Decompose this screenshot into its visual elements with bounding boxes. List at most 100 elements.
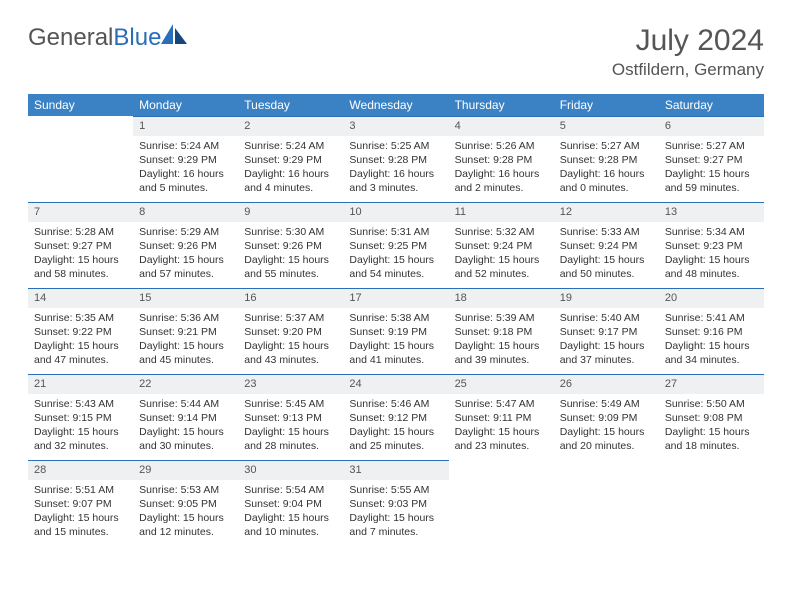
calendar-cell: 16Sunrise: 5:37 AMSunset: 9:20 PMDayligh…: [238, 288, 343, 374]
calendar-cell: 26Sunrise: 5:49 AMSunset: 9:09 PMDayligh…: [554, 374, 659, 460]
sunset-line: Sunset: 9:28 PM: [349, 153, 442, 167]
sunrise-line: Sunrise: 5:50 AM: [665, 397, 758, 411]
daylight-line: Daylight: 15 hours and 30 minutes.: [139, 425, 232, 453]
sunset-line: Sunset: 9:09 PM: [560, 411, 653, 425]
sunset-line: Sunset: 9:29 PM: [139, 153, 232, 167]
calendar-cell: 25Sunrise: 5:47 AMSunset: 9:11 PMDayligh…: [449, 374, 554, 460]
day-body: Sunrise: 5:27 AMSunset: 9:28 PMDaylight:…: [554, 136, 659, 202]
calendar-week: 28Sunrise: 5:51 AMSunset: 9:07 PMDayligh…: [28, 460, 764, 546]
day-number: 21: [28, 374, 133, 394]
day-body: Sunrise: 5:51 AMSunset: 9:07 PMDaylight:…: [28, 480, 133, 546]
sunset-line: Sunset: 9:29 PM: [244, 153, 337, 167]
daylight-line: Daylight: 15 hours and 57 minutes.: [139, 253, 232, 281]
day-number: 15: [133, 288, 238, 308]
day-number: 27: [659, 374, 764, 394]
day-header: Friday: [554, 94, 659, 116]
sunrise-line: Sunrise: 5:33 AM: [560, 225, 653, 239]
daylight-line: Daylight: 15 hours and 39 minutes.: [455, 339, 548, 367]
sunset-line: Sunset: 9:18 PM: [455, 325, 548, 339]
day-number: 31: [343, 460, 448, 480]
day-body: Sunrise: 5:41 AMSunset: 9:16 PMDaylight:…: [659, 308, 764, 374]
sunset-line: Sunset: 9:24 PM: [560, 239, 653, 253]
sunrise-line: Sunrise: 5:45 AM: [244, 397, 337, 411]
daylight-line: Daylight: 15 hours and 58 minutes.: [34, 253, 127, 281]
sunrise-line: Sunrise: 5:30 AM: [244, 225, 337, 239]
day-body: Sunrise: 5:50 AMSunset: 9:08 PMDaylight:…: [659, 394, 764, 460]
day-number: 28: [28, 460, 133, 480]
sunrise-line: Sunrise: 5:34 AM: [665, 225, 758, 239]
calendar-cell: 31Sunrise: 5:55 AMSunset: 9:03 PMDayligh…: [343, 460, 448, 546]
day-number: 18: [449, 288, 554, 308]
sunrise-line: Sunrise: 5:24 AM: [244, 139, 337, 153]
calendar-cell: 2Sunrise: 5:24 AMSunset: 9:29 PMDaylight…: [238, 116, 343, 202]
sunset-line: Sunset: 9:14 PM: [139, 411, 232, 425]
day-body: Sunrise: 5:32 AMSunset: 9:24 PMDaylight:…: [449, 222, 554, 288]
day-number: 30: [238, 460, 343, 480]
daylight-line: Daylight: 15 hours and 34 minutes.: [665, 339, 758, 367]
sunrise-line: Sunrise: 5:49 AM: [560, 397, 653, 411]
calendar-cell: 5Sunrise: 5:27 AMSunset: 9:28 PMDaylight…: [554, 116, 659, 202]
day-number: 22: [133, 374, 238, 394]
calendar-cell: 7Sunrise: 5:28 AMSunset: 9:27 PMDaylight…: [28, 202, 133, 288]
daylight-line: Daylight: 15 hours and 18 minutes.: [665, 425, 758, 453]
sunrise-line: Sunrise: 5:47 AM: [455, 397, 548, 411]
calendar-cell: 23Sunrise: 5:45 AMSunset: 9:13 PMDayligh…: [238, 374, 343, 460]
daylight-line: Daylight: 15 hours and 32 minutes.: [34, 425, 127, 453]
calendar-week: 7Sunrise: 5:28 AMSunset: 9:27 PMDaylight…: [28, 202, 764, 288]
daylight-line: Daylight: 16 hours and 4 minutes.: [244, 167, 337, 195]
sunrise-line: Sunrise: 5:26 AM: [455, 139, 548, 153]
day-body: Sunrise: 5:39 AMSunset: 9:18 PMDaylight:…: [449, 308, 554, 374]
sunset-line: Sunset: 9:12 PM: [349, 411, 442, 425]
day-body: Sunrise: 5:28 AMSunset: 9:27 PMDaylight:…: [28, 222, 133, 288]
sunset-line: Sunset: 9:20 PM: [244, 325, 337, 339]
day-body: Sunrise: 5:46 AMSunset: 9:12 PMDaylight:…: [343, 394, 448, 460]
daylight-line: Daylight: 15 hours and 20 minutes.: [560, 425, 653, 453]
location: Ostfildern, Germany: [612, 60, 764, 80]
sunset-line: Sunset: 9:28 PM: [455, 153, 548, 167]
day-number: 9: [238, 202, 343, 222]
daylight-line: Daylight: 15 hours and 37 minutes.: [560, 339, 653, 367]
sunrise-line: Sunrise: 5:41 AM: [665, 311, 758, 325]
sunrise-line: Sunrise: 5:53 AM: [139, 483, 232, 497]
sunrise-line: Sunrise: 5:27 AM: [560, 139, 653, 153]
sunrise-line: Sunrise: 5:24 AM: [139, 139, 232, 153]
daylight-line: Daylight: 16 hours and 0 minutes.: [560, 167, 653, 195]
calendar-cell: 24Sunrise: 5:46 AMSunset: 9:12 PMDayligh…: [343, 374, 448, 460]
daylight-line: Daylight: 16 hours and 5 minutes.: [139, 167, 232, 195]
calendar-cell: [28, 116, 133, 202]
calendar-cell: 30Sunrise: 5:54 AMSunset: 9:04 PMDayligh…: [238, 460, 343, 546]
brand-blue: Blue: [113, 24, 161, 51]
daylight-line: Daylight: 16 hours and 2 minutes.: [455, 167, 548, 195]
calendar-cell: [554, 460, 659, 546]
sunset-line: Sunset: 9:25 PM: [349, 239, 442, 253]
sunset-line: Sunset: 9:22 PM: [34, 325, 127, 339]
calendar-cell: 18Sunrise: 5:39 AMSunset: 9:18 PMDayligh…: [449, 288, 554, 374]
day-number: 29: [133, 460, 238, 480]
calendar-cell: 28Sunrise: 5:51 AMSunset: 9:07 PMDayligh…: [28, 460, 133, 546]
brand-logo: GeneralBlue: [28, 24, 189, 52]
day-body: Sunrise: 5:36 AMSunset: 9:21 PMDaylight:…: [133, 308, 238, 374]
month-title: July 2024: [612, 24, 764, 58]
daylight-line: Daylight: 15 hours and 7 minutes.: [349, 511, 442, 539]
sunset-line: Sunset: 9:27 PM: [665, 153, 758, 167]
calendar-cell: 22Sunrise: 5:44 AMSunset: 9:14 PMDayligh…: [133, 374, 238, 460]
day-number: 11: [449, 202, 554, 222]
daylight-line: Daylight: 15 hours and 48 minutes.: [665, 253, 758, 281]
sunset-line: Sunset: 9:16 PM: [665, 325, 758, 339]
sunset-line: Sunset: 9:08 PM: [665, 411, 758, 425]
day-body: Sunrise: 5:55 AMSunset: 9:03 PMDaylight:…: [343, 480, 448, 546]
day-body: Sunrise: 5:35 AMSunset: 9:22 PMDaylight:…: [28, 308, 133, 374]
sunrise-line: Sunrise: 5:38 AM: [349, 311, 442, 325]
day-number: 13: [659, 202, 764, 222]
sunset-line: Sunset: 9:11 PM: [455, 411, 548, 425]
day-body: Sunrise: 5:27 AMSunset: 9:27 PMDaylight:…: [659, 136, 764, 202]
day-number: 7: [28, 202, 133, 222]
daylight-line: Daylight: 16 hours and 3 minutes.: [349, 167, 442, 195]
calendar-cell: 17Sunrise: 5:38 AMSunset: 9:19 PMDayligh…: [343, 288, 448, 374]
calendar-cell: 15Sunrise: 5:36 AMSunset: 9:21 PMDayligh…: [133, 288, 238, 374]
sunset-line: Sunset: 9:13 PM: [244, 411, 337, 425]
day-number: 19: [554, 288, 659, 308]
sunset-line: Sunset: 9:05 PM: [139, 497, 232, 511]
sunrise-line: Sunrise: 5:55 AM: [349, 483, 442, 497]
sunset-line: Sunset: 9:21 PM: [139, 325, 232, 339]
